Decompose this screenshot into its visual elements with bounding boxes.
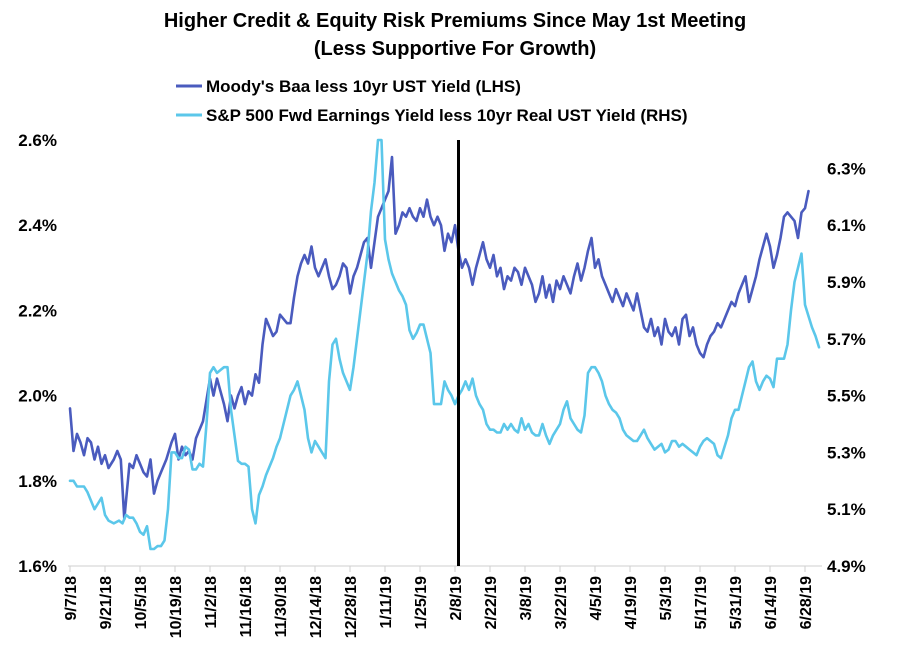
x-tick-label: 2/8/19 (448, 576, 465, 621)
x-tick-label: 5/17/19 (693, 576, 710, 629)
y-left-tick-label: 2.2% (18, 301, 57, 320)
x-tick-label: 2/22/19 (483, 576, 500, 629)
x-tick-label: 4/5/19 (588, 576, 605, 621)
x-tick-label: 4/19/19 (623, 576, 640, 629)
x-tick-label: 3/22/19 (553, 576, 570, 629)
y-left-tick-label: 1.6% (18, 557, 57, 576)
series-line-moodys-baa (68, 155, 810, 521)
x-tick-label: 1/11/19 (378, 576, 395, 629)
x-tick-label: 9/21/18 (98, 576, 115, 629)
y-left-tick-label: 2.4% (18, 216, 57, 235)
x-tick-label: 10/19/18 (168, 576, 185, 638)
x-tick-label: 9/7/18 (63, 576, 80, 621)
plot-area (68, 138, 822, 567)
series-line-sp500-earnings-yield (68, 138, 821, 551)
x-tick-label: 10/5/18 (133, 576, 150, 629)
x-tick-label: 6/14/19 (763, 576, 780, 629)
y-right-tick-label: 5.3% (827, 443, 866, 462)
legend-label-sp500: S&P 500 Fwd Earnings Yield less 10yr Rea… (206, 106, 688, 125)
y-left-tick-label: 2.0% (18, 387, 57, 406)
legend: Moody's Baa less 10yr UST Yield (LHS) S&… (176, 77, 688, 125)
chart-subtitle: (Less Supportive For Growth) (314, 38, 596, 60)
y-left-tick-label: 1.8% (18, 472, 57, 491)
x-tick-label: 11/30/18 (273, 576, 290, 638)
x-axis: 9/7/18 9/21/18 10/5/18 10/19/18 11/2/18 11/16… (63, 566, 815, 638)
y-right-tick-label: 4.9% (827, 557, 866, 576)
x-tick-label: 12/28/18 (343, 576, 360, 638)
y-axis-right: 4.9% 5.1% 5.3% 5.5% 5.7% 5.9% 6.1% 6.3% (827, 159, 866, 576)
x-tick-label: 3/8/19 (518, 576, 535, 621)
y-right-tick-label: 6.1% (827, 216, 866, 235)
y-left-tick-label: 2.6% (18, 131, 57, 150)
legend-label-moodys: Moody's Baa less 10yr UST Yield (LHS) (206, 77, 521, 96)
y-right-tick-label: 6.3% (827, 159, 866, 178)
y-axis-left: 1.6% 1.8% 2.0% 2.2% 2.4% 2.6% (18, 131, 57, 576)
x-tick-label: 5/31/19 (728, 576, 745, 629)
x-tick-label: 1/25/19 (413, 576, 430, 629)
x-tick-label: 6/28/19 (798, 576, 815, 629)
y-right-tick-label: 5.1% (827, 500, 866, 519)
y-right-tick-label: 5.9% (827, 273, 866, 292)
x-tick-label: 5/3/19 (658, 576, 675, 621)
chart-title: Higher Credit & Equity Risk Premiums Sin… (164, 10, 746, 32)
y-right-tick-label: 5.7% (827, 330, 866, 349)
x-tick-label: 12/14/18 (308, 576, 325, 638)
x-tick-label: 11/2/18 (203, 576, 220, 629)
y-right-tick-label: 5.5% (827, 387, 866, 406)
x-tick-label: 11/16/18 (238, 576, 255, 638)
